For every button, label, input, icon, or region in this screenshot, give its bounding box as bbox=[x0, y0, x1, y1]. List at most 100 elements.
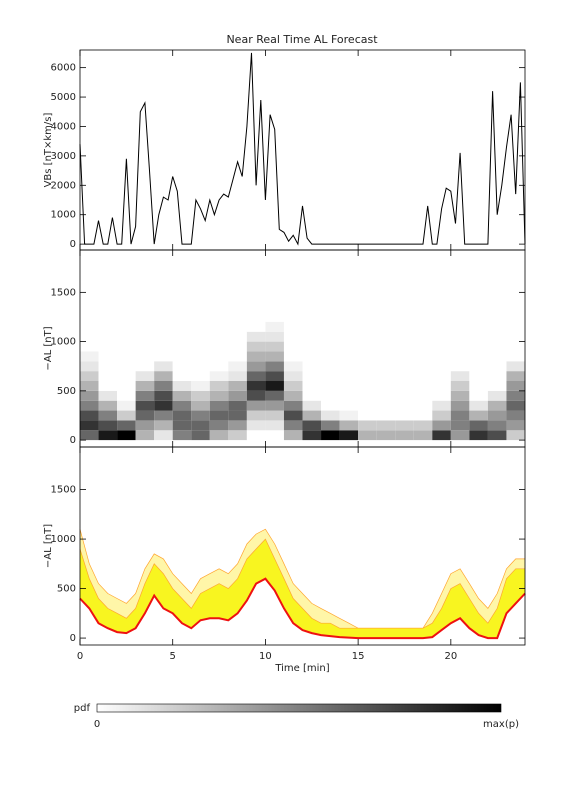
pdf-cell bbox=[450, 361, 470, 372]
pdf-cell bbox=[191, 400, 210, 411]
pdf-cell bbox=[376, 341, 396, 352]
pdf-cell bbox=[283, 351, 303, 362]
pdf-cell bbox=[469, 351, 488, 362]
pdf-cell bbox=[469, 341, 488, 352]
pdf-cell bbox=[450, 351, 470, 362]
pdf-cell bbox=[432, 410, 451, 421]
pdf-cell bbox=[191, 390, 210, 401]
pdf-cell bbox=[432, 361, 451, 372]
pdf-cell bbox=[98, 390, 118, 401]
pdf-cell bbox=[376, 420, 396, 431]
pdf-cell bbox=[506, 351, 525, 362]
pdf-cell bbox=[358, 400, 377, 411]
pdf-cell bbox=[80, 420, 99, 431]
pdf-cell bbox=[339, 420, 359, 431]
pdf-cell bbox=[283, 390, 303, 401]
pdf-cell bbox=[209, 371, 229, 382]
pdf-cell bbox=[432, 390, 451, 401]
pdf-cell bbox=[321, 341, 340, 352]
pdf-cell bbox=[432, 400, 451, 411]
pdf-cell bbox=[358, 351, 377, 362]
pdf-cell bbox=[246, 410, 266, 421]
pdf-cell bbox=[172, 331, 192, 342]
pdf-cell bbox=[432, 420, 451, 431]
x-axis-label: Time [min] bbox=[274, 663, 329, 674]
pdf-cell bbox=[154, 351, 173, 362]
pdf-cell bbox=[506, 341, 525, 352]
pdf-cell bbox=[98, 321, 118, 332]
pdf-cell bbox=[469, 420, 488, 431]
pdf-cell bbox=[358, 410, 377, 421]
pdf-cell bbox=[117, 321, 136, 332]
pdf-cell bbox=[117, 430, 136, 441]
pdf-cell bbox=[80, 361, 99, 372]
pdf-cell bbox=[302, 430, 322, 441]
pdf-cell bbox=[265, 361, 284, 372]
pdf-cell bbox=[80, 351, 99, 362]
pdf-cell bbox=[172, 420, 192, 431]
pdf-cell bbox=[98, 341, 118, 352]
pdf-cell bbox=[395, 351, 414, 362]
pdf-cell bbox=[265, 371, 284, 382]
pdf-cell bbox=[321, 420, 340, 431]
y-tick-label: 1500 bbox=[51, 485, 76, 496]
pdf-cell bbox=[339, 410, 359, 421]
panel-frame bbox=[79, 446, 526, 646]
pdf-cell bbox=[135, 420, 155, 431]
pdf-cell bbox=[209, 341, 229, 352]
pdf-cell bbox=[302, 361, 322, 372]
pdf-cell bbox=[265, 410, 284, 421]
pdf-cell bbox=[469, 331, 488, 342]
pdf-cell bbox=[135, 371, 155, 382]
pdf-cell bbox=[450, 390, 470, 401]
pdf-cell bbox=[265, 390, 284, 401]
pdf-cell bbox=[172, 381, 192, 391]
pdf-cell bbox=[321, 351, 340, 362]
pdf-cell bbox=[395, 381, 414, 391]
pdf-cell bbox=[432, 321, 451, 332]
pdf-cell bbox=[191, 381, 210, 391]
pdf-cell bbox=[135, 390, 155, 401]
y-axis-label: −AL [nT] bbox=[43, 524, 54, 568]
pdf-cell bbox=[376, 430, 396, 441]
pdf-cell bbox=[469, 430, 488, 441]
pdf-cell bbox=[265, 341, 284, 352]
pdf-cell bbox=[228, 371, 247, 382]
pdf-cell bbox=[172, 341, 192, 352]
pdf-cell bbox=[432, 371, 451, 382]
pdf-cell bbox=[191, 331, 210, 342]
pdf-cell bbox=[209, 400, 229, 411]
pdf-cell bbox=[117, 351, 136, 362]
pdf-cell bbox=[154, 390, 173, 401]
pdf-cell bbox=[209, 361, 229, 372]
pdf-cell bbox=[191, 361, 210, 372]
pdf-cell bbox=[339, 430, 359, 441]
pdf-cell bbox=[469, 400, 488, 411]
pdf-cell bbox=[98, 400, 118, 411]
pdf-cell bbox=[339, 331, 359, 342]
pdf-cell bbox=[302, 321, 322, 332]
y-tick-label: 1000 bbox=[51, 210, 76, 221]
pdf-cell bbox=[339, 341, 359, 352]
pdf-cell bbox=[172, 351, 192, 362]
pdf-cell bbox=[432, 341, 451, 352]
pdf-cell bbox=[358, 371, 377, 382]
y-tick-label: 1500 bbox=[51, 287, 76, 298]
pdf-cell bbox=[506, 381, 525, 391]
pdf-cell bbox=[339, 361, 359, 372]
band-line bbox=[79, 538, 525, 629]
pdf-cell bbox=[98, 351, 118, 362]
pdf-cell bbox=[98, 381, 118, 391]
pdf-cell bbox=[487, 400, 507, 411]
pdf-cell bbox=[154, 381, 173, 391]
pdf-cell bbox=[135, 341, 155, 352]
pdf-cell bbox=[339, 390, 359, 401]
pdf-cell bbox=[246, 381, 266, 391]
pdf-cell bbox=[413, 410, 433, 421]
pdf-cell bbox=[209, 321, 229, 332]
pdf-cell bbox=[154, 400, 173, 411]
pdf-cell bbox=[432, 351, 451, 362]
pdf-cell bbox=[376, 400, 396, 411]
pdf-cell bbox=[283, 410, 303, 421]
pdf-cell bbox=[450, 341, 470, 352]
